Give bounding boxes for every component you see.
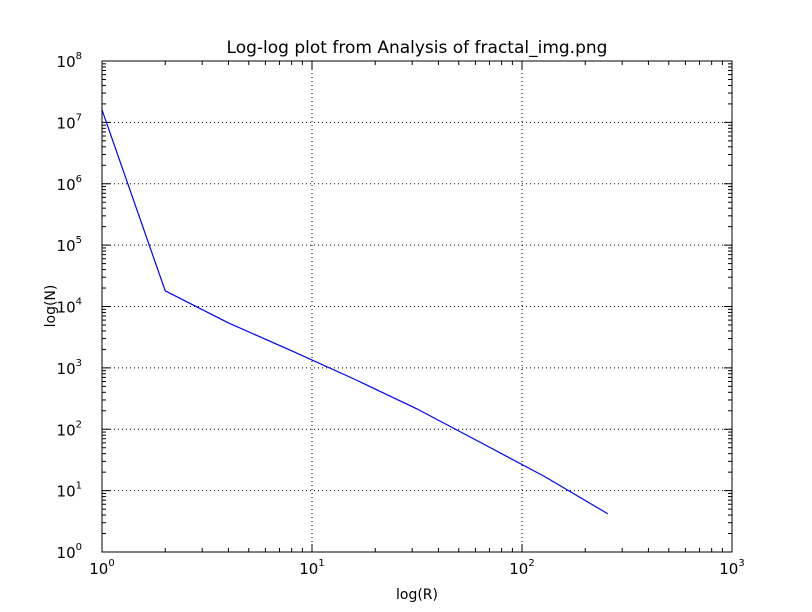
y-tick-label: 103 <box>57 358 82 378</box>
y-tick-label-base: 10 <box>57 299 76 317</box>
y-tick-label-base: 10 <box>57 544 76 562</box>
y-tick-label-base: 10 <box>57 53 76 71</box>
x-tick-label-base: 10 <box>89 560 108 578</box>
x-tick-label-exponent: 3 <box>738 558 744 569</box>
grid-layer <box>102 61 732 552</box>
x-tick-label-base: 10 <box>509 560 528 578</box>
x-tick-label: 102 <box>509 558 534 578</box>
x-axis-label: log(R) <box>396 587 438 603</box>
series-layer <box>101 109 609 515</box>
y-tick-label-exponent: 6 <box>76 174 82 185</box>
x-tick-label-exponent: 0 <box>108 558 114 569</box>
y-tick-label-exponent: 3 <box>76 358 82 369</box>
chart-title: Log-log plot from Analysis of fractal_im… <box>227 38 608 58</box>
y-tick-label: 106 <box>57 174 82 194</box>
y-tick-label-base: 10 <box>57 421 76 439</box>
series-line <box>101 109 609 515</box>
tick-layer <box>101 60 733 553</box>
y-tick-label: 101 <box>57 481 82 501</box>
x-tick-label: 103 <box>719 558 744 578</box>
y-tick-label-exponent: 1 <box>76 481 82 492</box>
y-tick-label-exponent: 2 <box>76 419 82 430</box>
y-tick-label-base: 10 <box>57 483 76 501</box>
x-tick-label: 101 <box>299 558 324 578</box>
x-tick-label-exponent: 2 <box>528 558 534 569</box>
y-tick-label-base: 10 <box>57 176 76 194</box>
x-tick-label-base: 10 <box>719 560 738 578</box>
y-tick-label: 105 <box>57 235 82 255</box>
plot-frame <box>101 60 733 553</box>
y-tick-label-exponent: 0 <box>76 542 82 553</box>
y-axis-label: log(N) <box>43 285 59 328</box>
y-tick-label: 108 <box>57 51 82 71</box>
y-tick-label: 104 <box>57 297 82 317</box>
y-tick-label-base: 10 <box>57 114 76 132</box>
y-tick-label-base: 10 <box>57 360 76 378</box>
y-tick-label: 102 <box>57 419 82 439</box>
y-tick-label-exponent: 4 <box>76 297 82 308</box>
y-tick-label-exponent: 7 <box>76 112 82 123</box>
x-tick-label-exponent: 1 <box>318 558 324 569</box>
x-tick-label: 100 <box>89 558 114 578</box>
y-tick-label-exponent: 5 <box>76 235 82 246</box>
y-tick-label-base: 10 <box>57 237 76 255</box>
y-tick-label-exponent: 8 <box>76 51 82 62</box>
y-tick-label: 100 <box>57 542 82 562</box>
y-tick-label: 107 <box>57 112 82 132</box>
x-tick-label-base: 10 <box>299 560 318 578</box>
